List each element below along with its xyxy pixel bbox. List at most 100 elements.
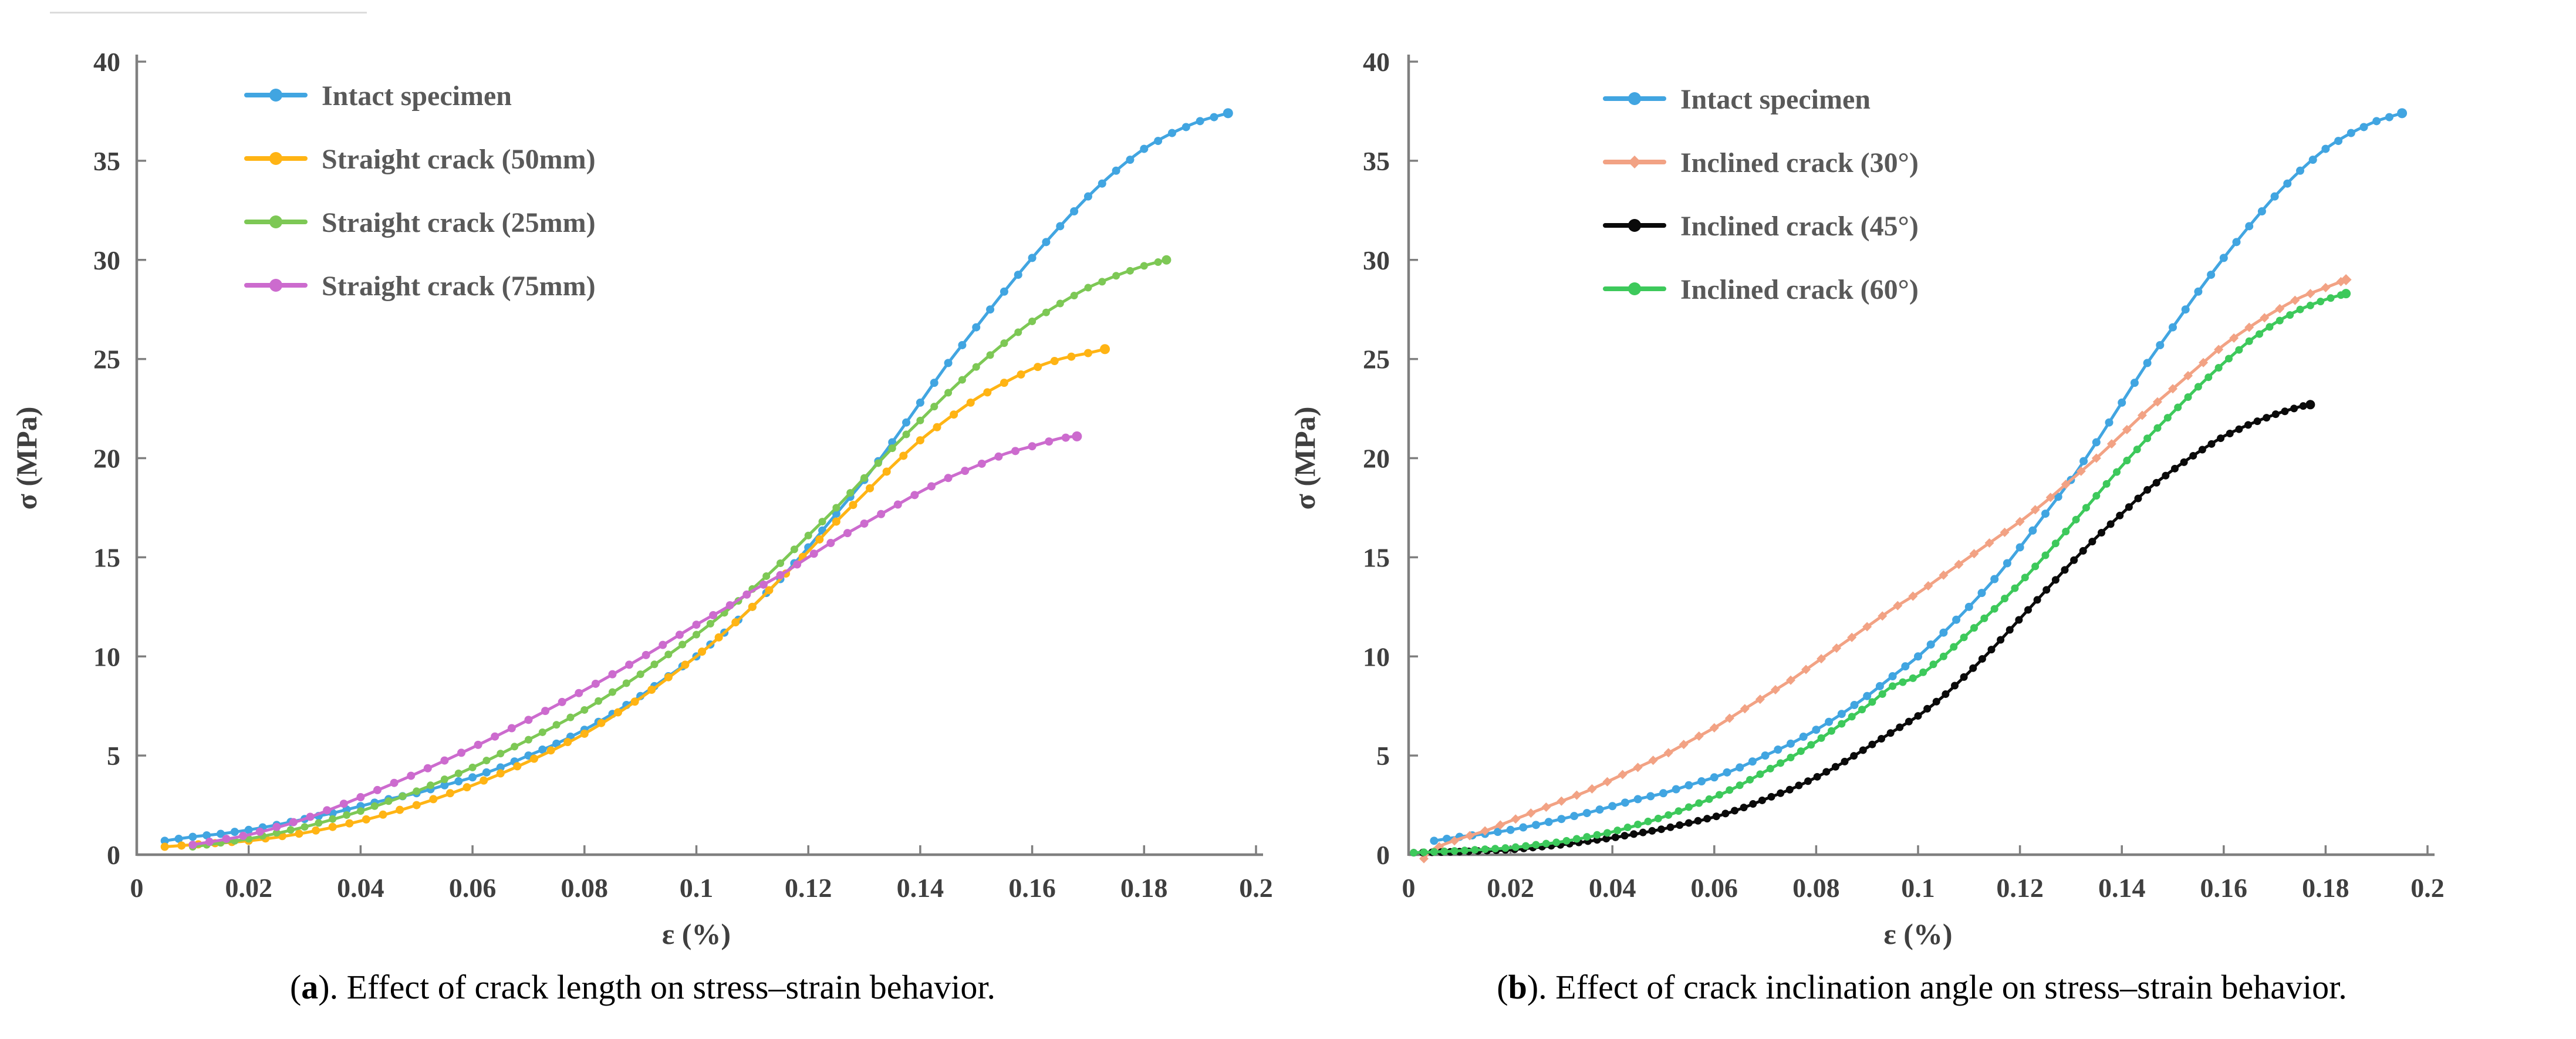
series-marker	[826, 539, 835, 548]
series-marker	[1731, 807, 1739, 815]
series-marker	[930, 403, 938, 411]
legend-item-intact-specimen: Intact specimen	[244, 80, 512, 112]
series-marker	[2092, 492, 2101, 500]
series-marker	[2021, 574, 2029, 582]
series-marker	[1785, 785, 1794, 794]
series-marker	[1532, 821, 1540, 829]
series-marker	[1557, 796, 1566, 806]
series-marker	[427, 781, 435, 790]
series-marker	[272, 822, 281, 831]
series-marker	[793, 560, 802, 569]
series-marker	[1014, 271, 1022, 279]
series-marker	[815, 535, 824, 544]
series-marker	[1572, 790, 1582, 800]
series-marker	[1541, 802, 1551, 812]
series-marker	[1648, 755, 1658, 765]
series-marker	[622, 679, 630, 687]
series-marker	[1832, 643, 1842, 653]
series-marker	[1868, 740, 1876, 748]
series-marker	[1450, 847, 1459, 855]
series-marker	[899, 451, 908, 460]
series-marker	[1633, 763, 1643, 772]
series-marker	[1932, 697, 1940, 706]
series-marker	[1648, 827, 1656, 835]
series-marker	[1787, 739, 1795, 748]
series-marker	[1914, 712, 1922, 720]
series-marker	[1837, 710, 1846, 718]
series-marker	[2097, 528, 2105, 537]
legend-swatch-marker	[1628, 219, 1641, 232]
series-marker	[1980, 614, 1988, 622]
series-marker	[1848, 713, 1856, 721]
y-tick-label: 5	[1376, 741, 1390, 771]
series-marker	[1450, 836, 1460, 846]
series-marker	[524, 716, 533, 724]
chart-b-panel: 0 0.02 0.04 0.06 0.08 0.1 0.12 0.14 0.16 0.18 0.2 0…	[1285, 0, 2576, 957]
series-marker	[1465, 831, 1475, 841]
series-marker	[1603, 829, 1612, 837]
series-marker	[1812, 726, 1821, 734]
series-marker	[462, 783, 471, 792]
series-marker	[1770, 684, 1780, 694]
series-marker	[1542, 839, 1550, 848]
series-marker	[2001, 595, 2009, 603]
axes	[135, 55, 1263, 856]
series-marker	[1724, 713, 1734, 723]
series-marker	[1646, 792, 1655, 801]
series-marker	[681, 660, 690, 669]
legend-item-label: Straight crack (50mm)	[322, 144, 596, 175]
series-marker	[2153, 424, 2162, 432]
x-tick-label: 0.18	[2302, 873, 2349, 903]
series-marker	[1923, 581, 1933, 591]
series-marker	[1070, 292, 1078, 300]
y-tick-label: 40	[93, 47, 120, 77]
series-marker	[675, 630, 684, 639]
series-marker	[1657, 825, 1666, 834]
series-marker	[1875, 682, 1884, 690]
series-marker	[1705, 795, 1713, 803]
series-marker	[2183, 370, 2193, 380]
series-marker	[507, 724, 516, 733]
series-marker	[345, 819, 354, 828]
series-marker	[1694, 731, 1704, 741]
series-marker	[2030, 505, 2040, 515]
legend-item-inclined-crack-30: Inclined crack (30°)	[1603, 147, 1919, 178]
y-tick-label: 20	[93, 444, 120, 474]
y-tick-group: 0 5 10 15 20 25 30 35 40	[93, 47, 146, 870]
series-marker	[742, 590, 751, 599]
series-marker	[1618, 770, 1628, 780]
series-marker	[1919, 668, 1927, 676]
series-marker	[910, 491, 919, 500]
series-marker	[2041, 510, 2050, 518]
series-marker	[1825, 717, 1834, 726]
series-marker	[1838, 720, 1846, 728]
series-marker	[2207, 440, 2216, 448]
y-tick-label: 30	[93, 245, 120, 275]
series-marker	[2217, 434, 2225, 443]
legend-item-straight-crack-75mm: Straight crack (75mm)	[244, 271, 596, 302]
series-marker	[2105, 418, 2114, 427]
series-marker	[2125, 503, 2133, 511]
series-marker	[1893, 601, 1903, 610]
series-marker	[1000, 379, 1008, 387]
series-marker	[1583, 833, 1591, 841]
series-marker	[759, 580, 768, 589]
series-marker	[776, 571, 785, 579]
series-marker	[1056, 299, 1064, 308]
series-marker	[1755, 694, 1765, 704]
series-marker	[2031, 562, 2040, 571]
series-marker	[1862, 622, 1872, 632]
series-marker	[1888, 672, 1897, 681]
legend-item-label: Intact specimen	[1680, 84, 1871, 115]
series-marker	[1491, 845, 1500, 853]
x-tick-label: 0.04	[1589, 873, 1636, 903]
y-tick-label: 15	[93, 542, 120, 572]
series-marker	[706, 620, 714, 628]
series-marker	[866, 484, 875, 492]
series-marker	[1419, 854, 1429, 863]
series-marker	[1676, 821, 1684, 829]
series-marker	[1196, 117, 1204, 126]
y-axis-title: σ (MPa)	[10, 407, 43, 510]
series-marker	[491, 732, 499, 741]
series-marker	[362, 815, 370, 824]
